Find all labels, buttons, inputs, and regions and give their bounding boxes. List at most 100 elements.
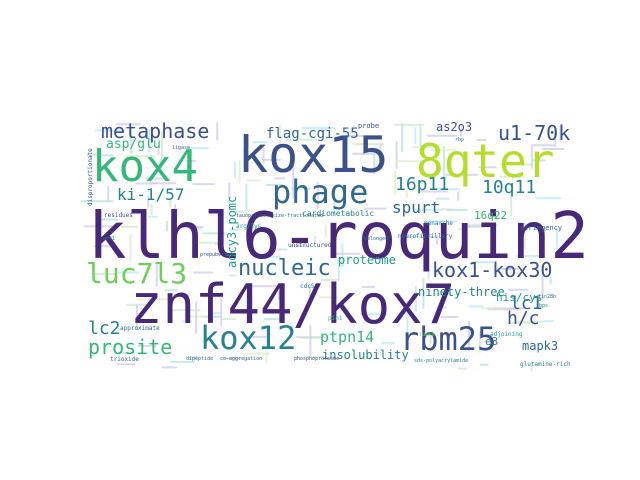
filler-word-mark bbox=[507, 288, 529, 291]
filler-word-mark bbox=[243, 148, 246, 169]
filler-word-mark bbox=[479, 363, 489, 366]
filler-word-mark bbox=[250, 285, 281, 288]
filler-word-mark bbox=[414, 285, 417, 313]
word-proteome: proteome bbox=[338, 253, 396, 267]
filler-word-mark bbox=[341, 243, 344, 268]
word-rbm25: rbm25 bbox=[400, 320, 496, 358]
word-cardiometabolic: cardiometabolic bbox=[302, 209, 374, 218]
filler-word-mark bbox=[120, 225, 139, 228]
word-pin1: pin1 bbox=[328, 315, 343, 322]
filler-word-mark bbox=[186, 160, 197, 162]
word-adcy3-pomc: adcy3-pomc bbox=[225, 196, 239, 268]
filler-word-mark bbox=[445, 173, 479, 176]
word-flag-cgi-55: flag-cgi-55 bbox=[266, 126, 359, 142]
filler-word-mark bbox=[278, 199, 289, 202]
filler-word-mark bbox=[320, 278, 340, 281]
filler-word-mark bbox=[181, 320, 193, 323]
filler-word-mark bbox=[433, 293, 462, 296]
filler-word-mark bbox=[530, 144, 533, 169]
filler-word-mark bbox=[367, 148, 380, 151]
word-phage: phage bbox=[272, 173, 368, 211]
filler-word-mark bbox=[379, 143, 382, 152]
filler-word-mark bbox=[266, 183, 284, 186]
filler-word-mark bbox=[426, 220, 458, 223]
filler-word-mark bbox=[169, 197, 172, 208]
filler-word-mark bbox=[166, 220, 168, 232]
word-neurofibrillary: neurofibrillary bbox=[398, 233, 453, 240]
filler-word-mark bbox=[394, 170, 397, 195]
filler-word-mark bbox=[228, 182, 231, 203]
filler-word-mark bbox=[193, 271, 214, 274]
filler-word-mark bbox=[430, 148, 456, 151]
filler-word-mark bbox=[83, 225, 117, 228]
word-prepubertal: prepubertal bbox=[200, 252, 233, 258]
filler-word-mark bbox=[273, 248, 288, 251]
word-prosite: prosite bbox=[88, 335, 172, 359]
filler-word-mark bbox=[458, 367, 468, 370]
word-unstructured: unstructured bbox=[288, 242, 332, 249]
filler-word-mark bbox=[440, 316, 459, 318]
filler-word-mark bbox=[87, 154, 114, 157]
word-glutamine-rich: glutamine-rich bbox=[520, 361, 571, 368]
filler-word-mark bbox=[192, 183, 215, 186]
filler-word-mark bbox=[95, 129, 126, 132]
filler-word-mark bbox=[209, 312, 222, 315]
filler-word-mark bbox=[414, 208, 442, 211]
filler-word-mark bbox=[238, 160, 241, 183]
filler-word-mark bbox=[118, 351, 136, 354]
word-kox15: kox15 bbox=[238, 126, 389, 184]
filler-word-mark bbox=[435, 235, 438, 245]
word-ptpn14: ptpn14 bbox=[320, 328, 374, 346]
filler-word-mark bbox=[309, 325, 312, 356]
word-dipeptide: dipeptide bbox=[186, 356, 213, 362]
filler-word-mark bbox=[125, 303, 152, 306]
filler-word-mark bbox=[235, 210, 244, 213]
word-probe: probe bbox=[358, 122, 379, 130]
word-ligase: ligase bbox=[172, 145, 190, 151]
filler-word-mark bbox=[301, 126, 336, 129]
filler-word-mark bbox=[359, 313, 388, 316]
filler-word-mark bbox=[442, 145, 445, 179]
word-menarche: menarche bbox=[424, 220, 453, 227]
filler-word-mark bbox=[405, 189, 408, 198]
word-size-fractionated: size-fractionated bbox=[272, 213, 323, 219]
filler-word-mark bbox=[229, 228, 241, 231]
filler-word-mark bbox=[499, 175, 525, 178]
filler-word-mark bbox=[419, 125, 422, 151]
filler-word-mark bbox=[161, 366, 178, 369]
word-luc7l3: luc7l3 bbox=[86, 257, 187, 290]
word-asp-glu: asp/glu bbox=[106, 137, 161, 152]
filler-word-mark bbox=[129, 234, 132, 262]
filler-word-mark bbox=[187, 315, 207, 318]
filler-word-mark bbox=[427, 267, 430, 280]
filler-word-mark bbox=[161, 131, 163, 161]
filler-word-mark bbox=[468, 305, 484, 308]
filler-word-mark bbox=[352, 143, 384, 146]
filler-word-mark bbox=[164, 289, 179, 292]
filler-word-mark bbox=[394, 123, 425, 126]
filler-word-mark bbox=[476, 139, 487, 141]
word-belonged: belonged bbox=[364, 236, 388, 242]
filler-word-mark bbox=[80, 200, 114, 203]
filler-word-mark bbox=[388, 228, 391, 252]
filler-word-mark bbox=[435, 197, 450, 200]
filler-word-mark bbox=[292, 165, 295, 199]
filler-word-mark bbox=[318, 296, 338, 299]
filler-word-mark bbox=[308, 284, 311, 297]
filler-word-mark bbox=[381, 341, 396, 344]
filler-word-mark bbox=[361, 231, 364, 249]
filler-word-mark bbox=[468, 320, 470, 351]
filler-word-mark bbox=[460, 128, 462, 137]
filler-word-mark bbox=[395, 141, 398, 170]
filler-word-mark bbox=[478, 331, 481, 354]
filler-word-mark bbox=[220, 296, 223, 327]
filler-word-mark bbox=[122, 197, 133, 200]
word-ki-1-57: ki-1/57 bbox=[117, 185, 184, 204]
filler-word-mark bbox=[531, 159, 546, 162]
filler-word-mark bbox=[554, 125, 557, 148]
filler-word-mark bbox=[541, 273, 544, 300]
filler-word-mark bbox=[216, 122, 219, 141]
filler-word-mark bbox=[313, 235, 316, 244]
filler-word-mark bbox=[363, 207, 387, 210]
filler-word-mark bbox=[245, 183, 248, 215]
